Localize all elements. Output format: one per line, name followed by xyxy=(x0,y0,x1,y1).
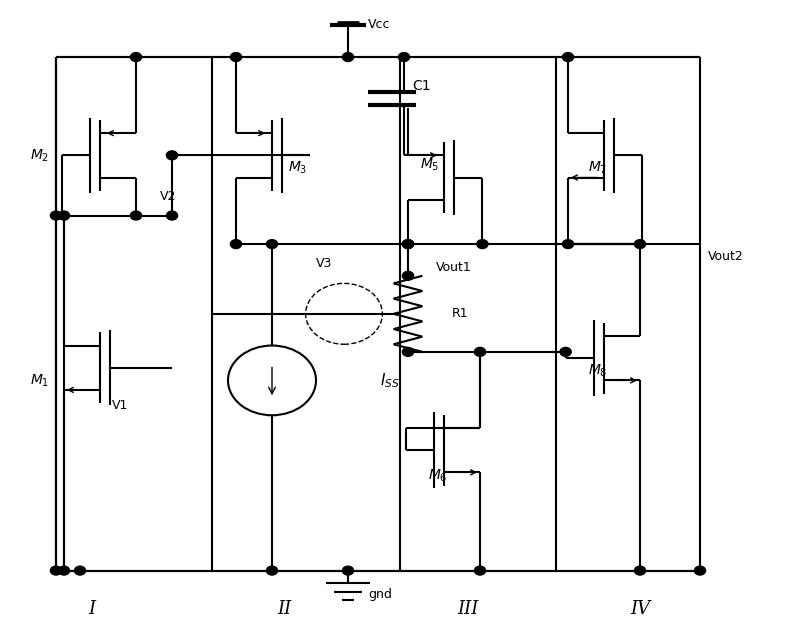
Circle shape xyxy=(130,211,142,220)
Text: Vout2: Vout2 xyxy=(708,250,744,263)
Text: $M_5$: $M_5$ xyxy=(420,157,439,173)
Text: I: I xyxy=(89,600,95,618)
Circle shape xyxy=(266,240,278,249)
Text: $M_2$: $M_2$ xyxy=(30,147,50,164)
Text: III: III xyxy=(458,600,478,618)
Text: Vout1: Vout1 xyxy=(436,261,472,274)
Circle shape xyxy=(560,347,571,356)
Text: $M_6$: $M_6$ xyxy=(428,467,447,484)
Circle shape xyxy=(342,53,354,61)
Circle shape xyxy=(230,53,242,61)
Circle shape xyxy=(130,53,142,61)
Circle shape xyxy=(266,566,278,575)
Circle shape xyxy=(694,566,706,575)
Text: V3: V3 xyxy=(316,257,332,269)
Circle shape xyxy=(634,566,646,575)
Text: $M_7$: $M_7$ xyxy=(588,160,607,176)
Text: gnd: gnd xyxy=(368,588,392,601)
Text: V2: V2 xyxy=(160,190,176,203)
Circle shape xyxy=(166,211,178,220)
Text: Vcc: Vcc xyxy=(368,18,390,30)
Circle shape xyxy=(50,566,62,575)
Circle shape xyxy=(58,211,70,220)
Text: C1: C1 xyxy=(412,79,430,93)
Circle shape xyxy=(342,566,354,575)
Circle shape xyxy=(398,53,410,61)
Circle shape xyxy=(50,211,62,220)
Circle shape xyxy=(58,566,70,575)
Circle shape xyxy=(562,53,574,61)
Text: II: II xyxy=(277,600,291,618)
Text: V1: V1 xyxy=(112,399,128,412)
Text: IV: IV xyxy=(630,600,650,618)
Circle shape xyxy=(74,566,86,575)
Circle shape xyxy=(230,240,242,249)
Circle shape xyxy=(402,347,414,356)
Circle shape xyxy=(402,240,414,249)
Text: $M_3$: $M_3$ xyxy=(288,160,307,176)
Text: $M_8$: $M_8$ xyxy=(588,363,607,379)
Circle shape xyxy=(474,566,486,575)
Circle shape xyxy=(402,240,414,249)
Circle shape xyxy=(562,240,574,249)
Circle shape xyxy=(474,347,486,356)
Circle shape xyxy=(634,240,646,249)
Circle shape xyxy=(477,240,488,249)
Text: $I_{SS}$: $I_{SS}$ xyxy=(380,371,400,390)
Circle shape xyxy=(402,271,414,280)
Text: $M_1$: $M_1$ xyxy=(30,372,50,389)
Text: R1: R1 xyxy=(452,307,469,320)
Circle shape xyxy=(166,151,178,160)
